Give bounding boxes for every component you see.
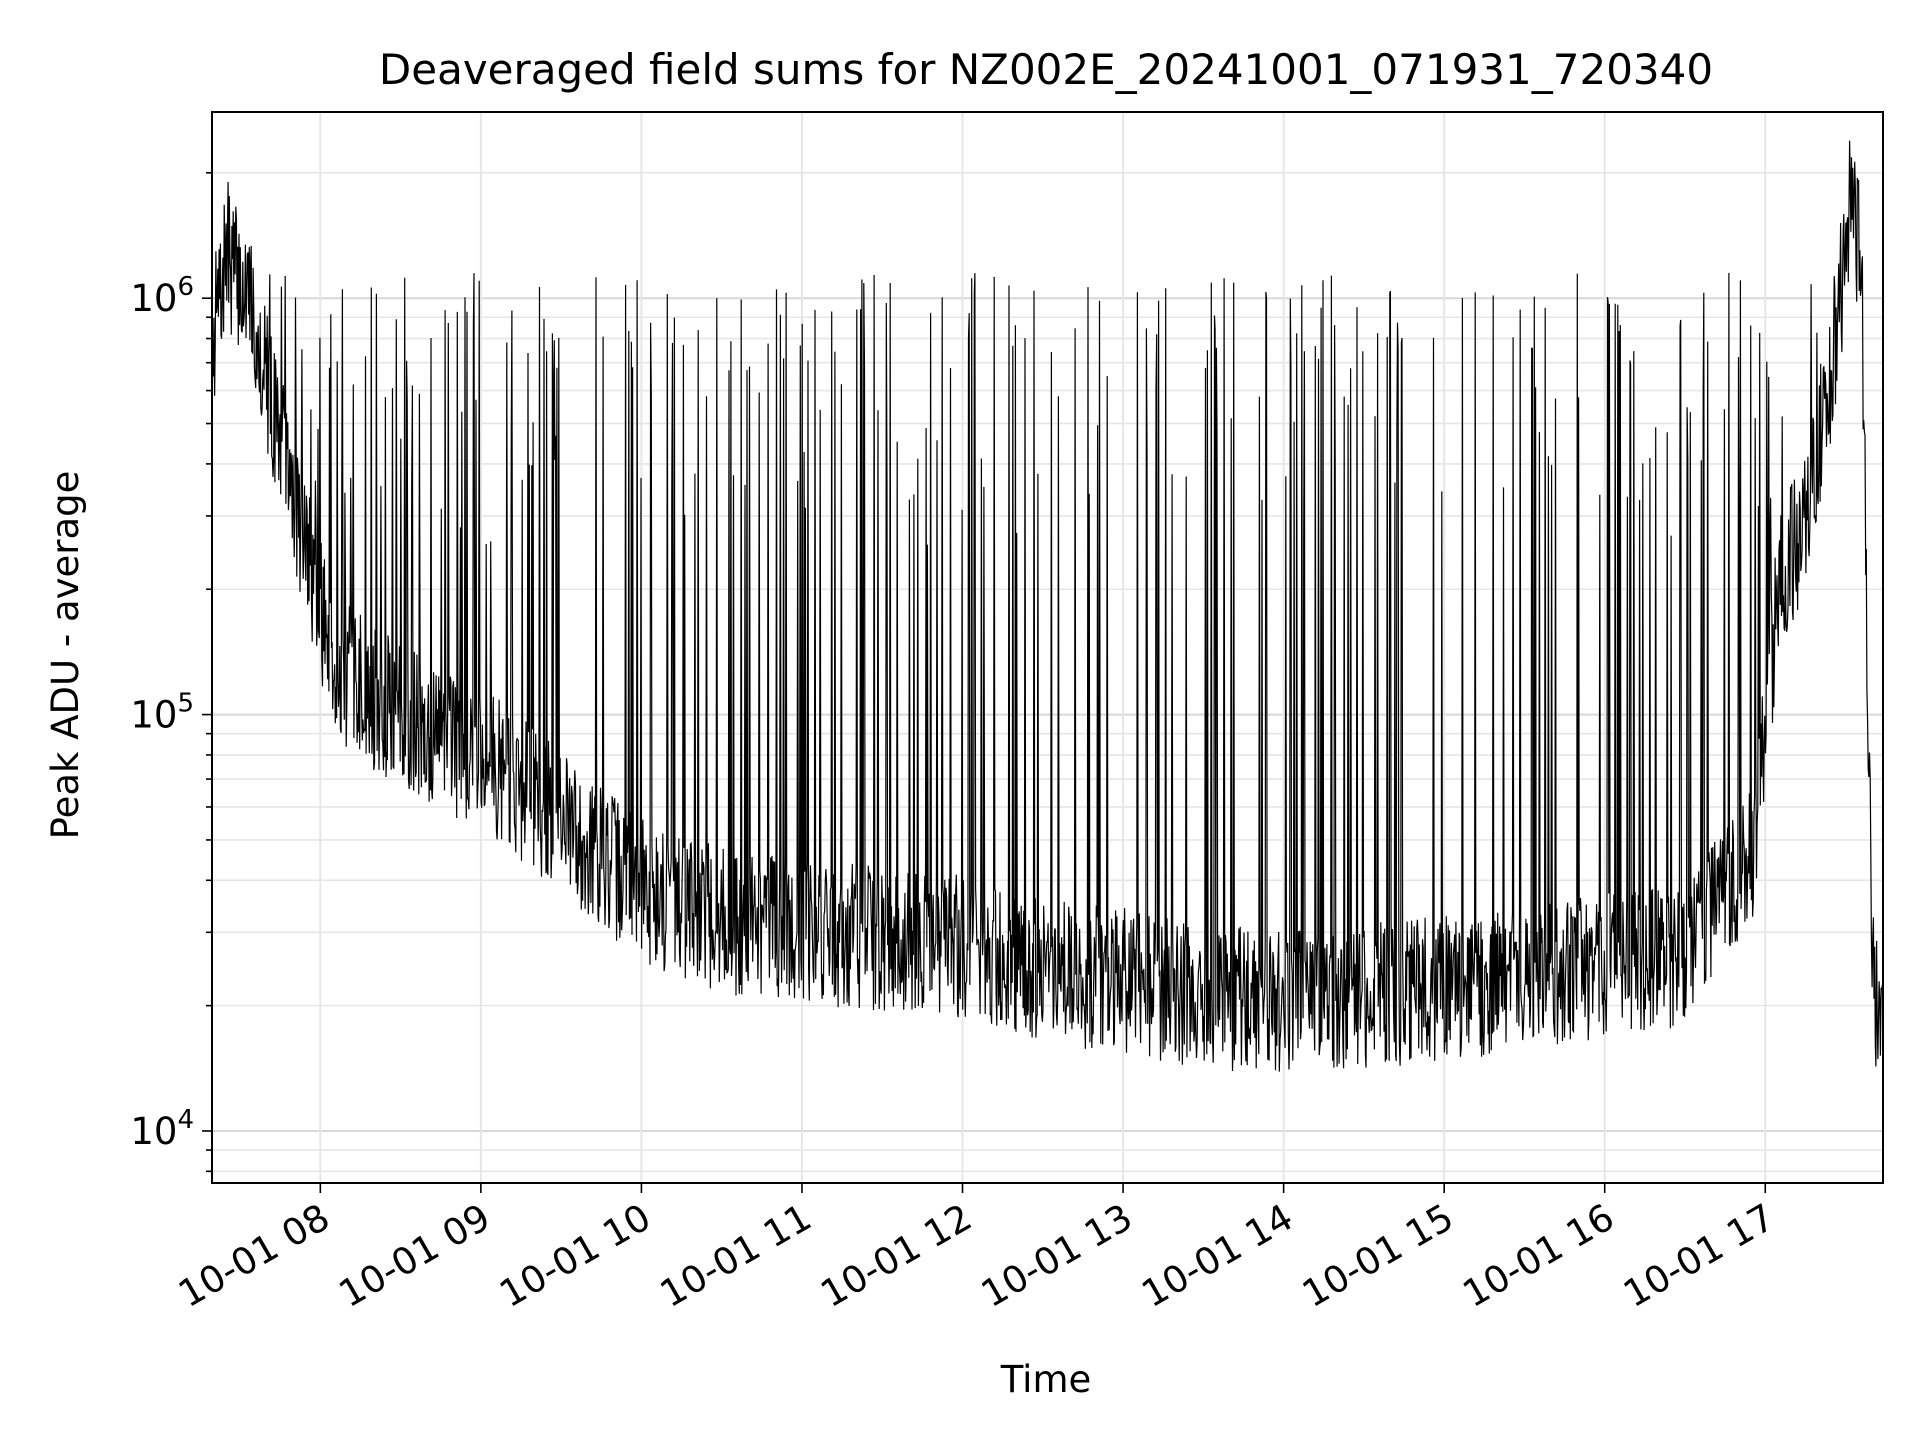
y-tick-label: 104 — [130, 1105, 194, 1153]
plot-frame — [211, 111, 1884, 1184]
plot-area — [212, 140, 1884, 1072]
x-tick-label: 10-01 17 — [1616, 1196, 1782, 1316]
x-tick-label: 10-01 16 — [1456, 1196, 1622, 1316]
x-tick-label: 10-01 09 — [332, 1196, 498, 1316]
series-line — [212, 140, 1884, 1072]
y-tick-label: 106 — [130, 272, 194, 320]
x-tick-label: 10-01 08 — [171, 1196, 337, 1316]
x-tick-label: 10-01 14 — [1135, 1196, 1301, 1316]
y-axis-label: Peak ADU - average — [44, 471, 87, 840]
x-tick-label: 10-01 15 — [1295, 1196, 1461, 1316]
y-tick-label: 105 — [130, 689, 194, 737]
x-tick-label: 10-01 12 — [813, 1196, 979, 1316]
x-axis-label: Time — [1000, 1358, 1092, 1401]
chart-title: Deaveraged field sums for NZ002E_2024100… — [379, 45, 1713, 94]
x-tick-label: 10-01 13 — [974, 1196, 1140, 1316]
x-tick-label: 10-01 10 — [492, 1196, 658, 1316]
x-tick-label: 10-01 11 — [653, 1196, 819, 1316]
